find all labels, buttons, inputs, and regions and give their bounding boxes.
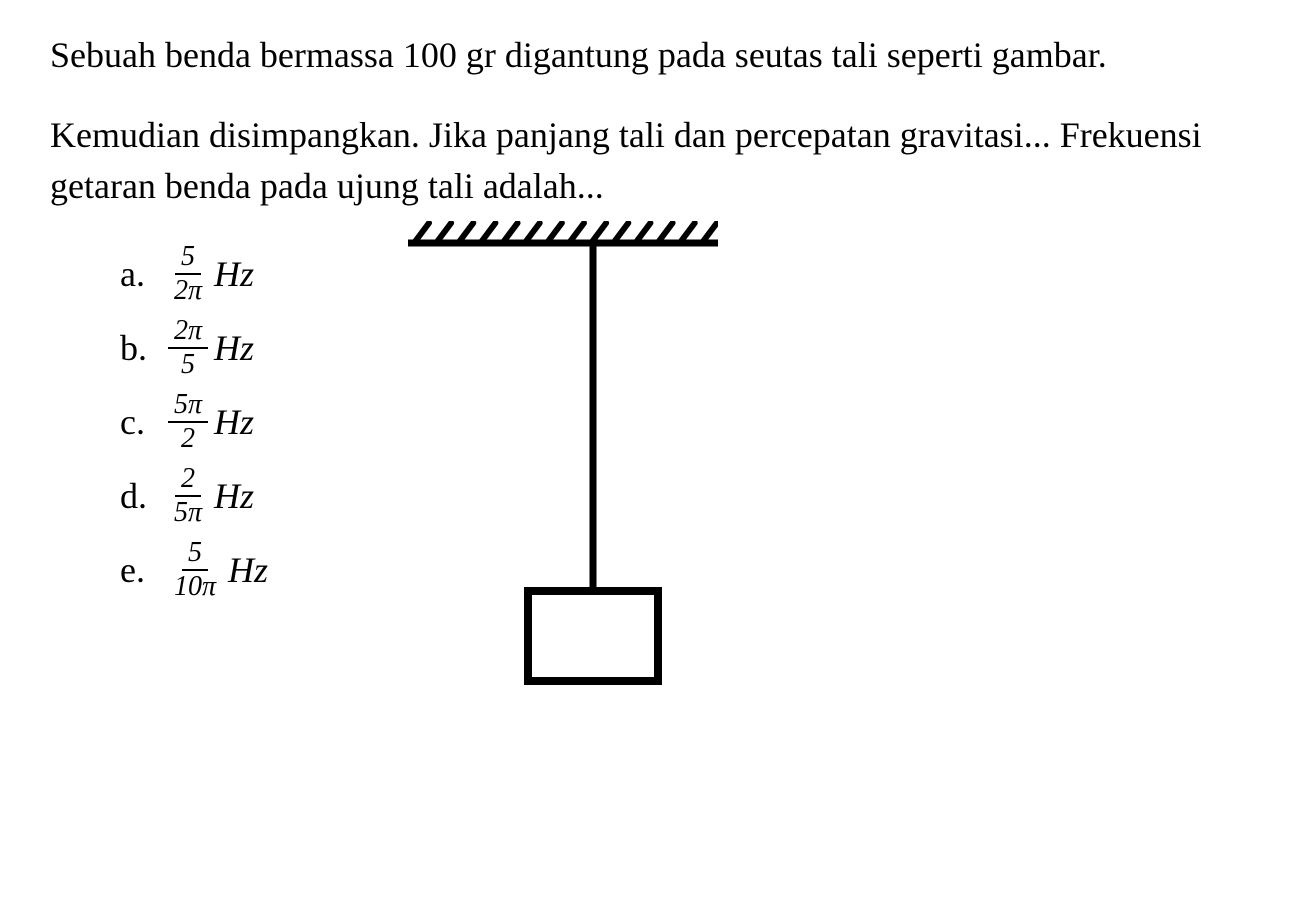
- numerator: 5: [175, 241, 201, 275]
- option-letter: b.: [120, 327, 150, 369]
- unit: Hz: [214, 475, 254, 517]
- option-a: a. 5 2π Hz: [120, 241, 268, 307]
- denominator: 2: [175, 423, 201, 455]
- option-letter: e.: [120, 549, 150, 591]
- fraction: 2 5π: [168, 463, 208, 529]
- option-letter: a.: [120, 253, 150, 295]
- question-intro: Sebuah benda bermassa 100 gr digantung p…: [50, 30, 1250, 80]
- fraction: 2π 5: [168, 315, 208, 381]
- denominator: 5π: [168, 497, 208, 529]
- unit: Hz: [214, 327, 254, 369]
- denominator: 5: [175, 349, 201, 381]
- option-b: b. 2π 5 Hz: [120, 315, 268, 381]
- option-d: d. 2 5π Hz: [120, 463, 268, 529]
- denominator: 2π: [168, 275, 208, 307]
- fraction: 5π 2: [168, 389, 208, 455]
- option-c: c. 5π 2 Hz: [120, 389, 268, 455]
- fraction: 5 10π: [168, 537, 222, 603]
- question-body: Kemudian disimpangkan. Jika panjang tali…: [50, 110, 1250, 211]
- pendulum-diagram: [408, 221, 718, 691]
- unit: Hz: [228, 549, 268, 591]
- numerator: 5π: [168, 389, 208, 423]
- numerator: 2π: [168, 315, 208, 349]
- options-list: a. 5 2π Hz b. 2π 5 Hz c. 5π 2 Hz d.: [50, 231, 268, 611]
- option-letter: d.: [120, 475, 150, 517]
- unit: Hz: [214, 401, 254, 443]
- option-e: e. 5 10π Hz: [120, 537, 268, 603]
- pendulum-svg: [408, 221, 718, 691]
- numerator: 5: [182, 537, 208, 571]
- fraction: 5 2π: [168, 241, 208, 307]
- content-row: a. 5 2π Hz b. 2π 5 Hz c. 5π 2 Hz d.: [50, 231, 1250, 691]
- numerator: 2: [175, 463, 201, 497]
- unit: Hz: [214, 253, 254, 295]
- denominator: 10π: [168, 571, 222, 603]
- option-letter: c.: [120, 401, 150, 443]
